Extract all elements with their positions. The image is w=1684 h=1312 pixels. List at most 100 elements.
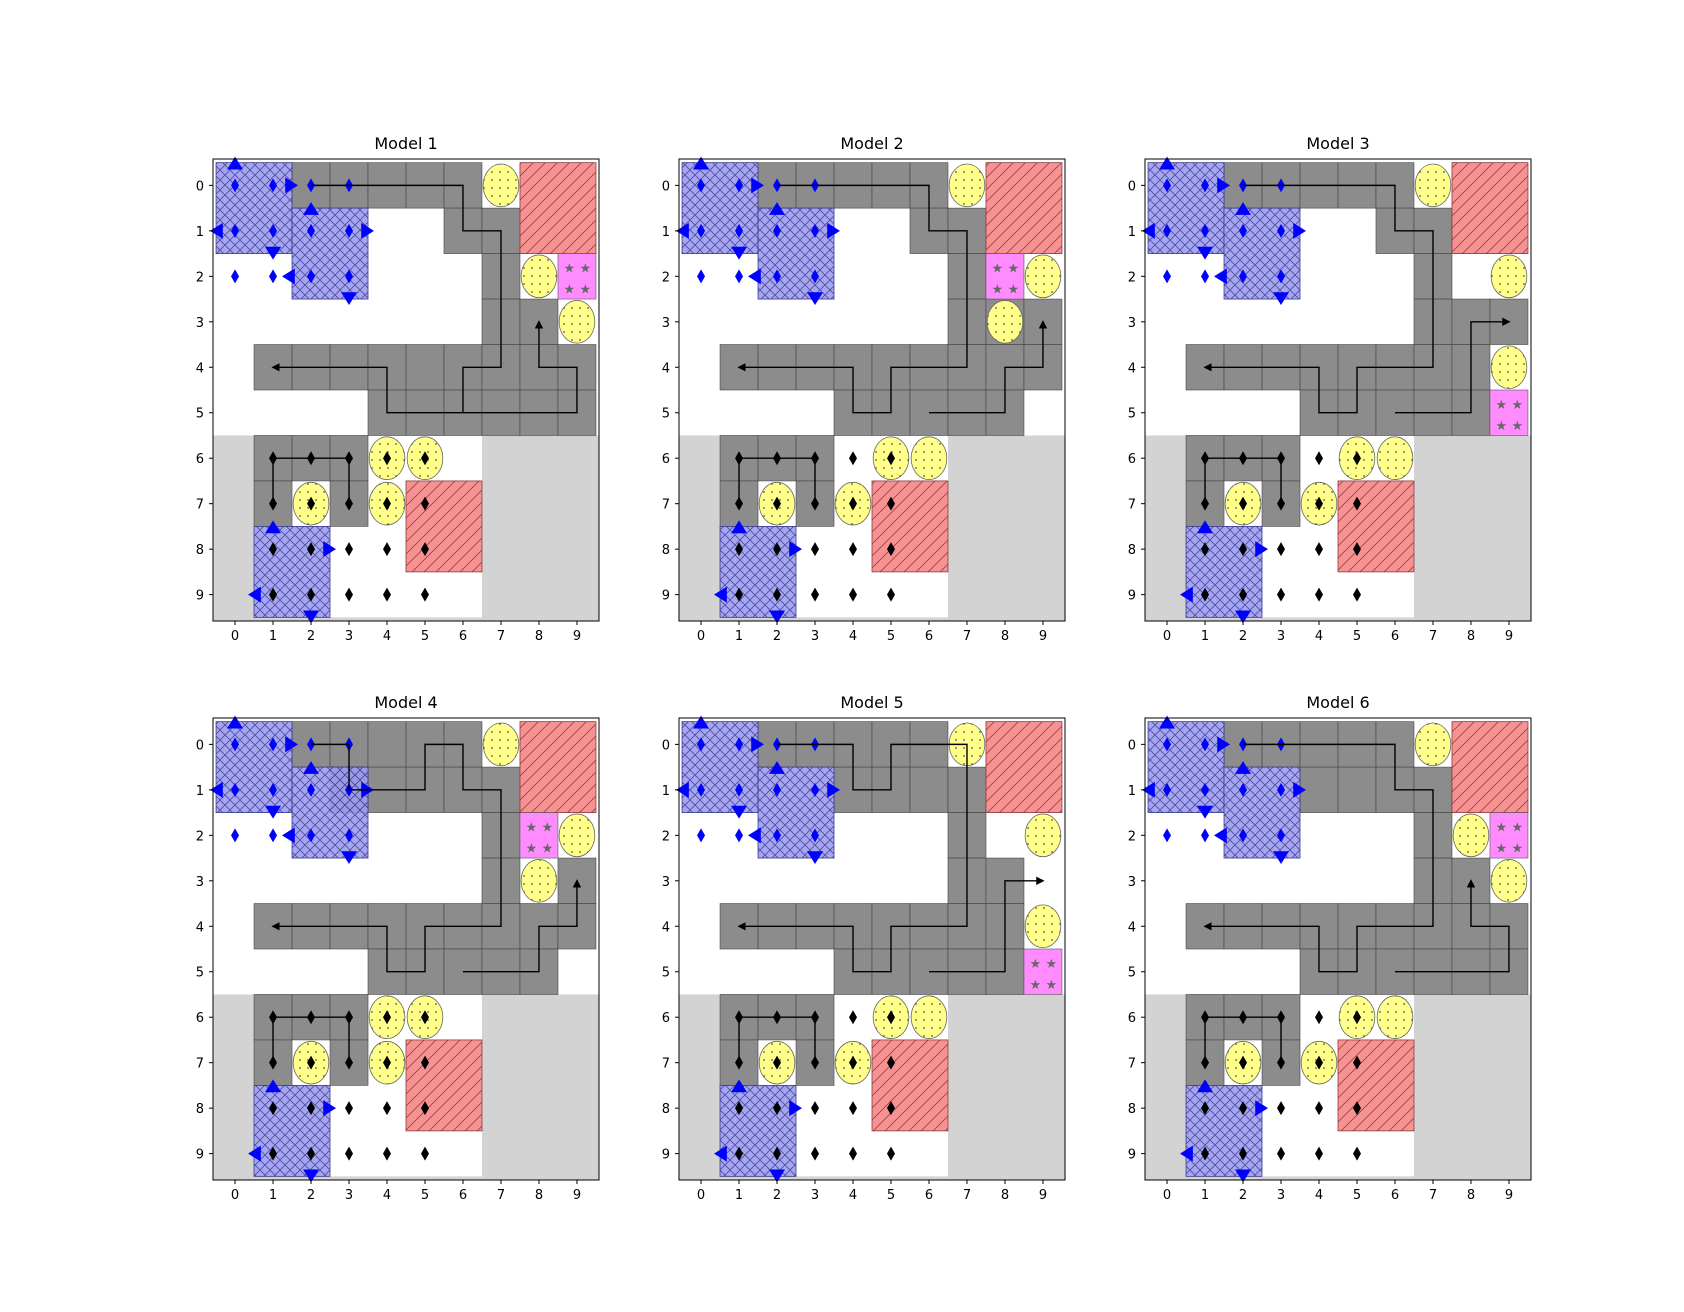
yellow-dotted-circle xyxy=(520,859,558,903)
y-tick-label: 0 xyxy=(662,738,670,753)
blue-left-triangle xyxy=(676,781,689,798)
x-tick-label: 0 xyxy=(231,629,239,644)
x-tick-label: 7 xyxy=(963,629,971,644)
blue-down-triangle xyxy=(769,610,786,624)
black-diamond-marker xyxy=(1315,542,1324,557)
x-tick-label: 4 xyxy=(849,1188,857,1203)
blue-up-triangle xyxy=(769,202,786,215)
star-icon: ★ xyxy=(992,262,1004,277)
x-tick-label: 9 xyxy=(573,1188,581,1203)
black-diamond-marker xyxy=(773,1146,782,1161)
black-diamond-marker xyxy=(1201,587,1210,602)
star-icon: ★ xyxy=(1496,398,1508,413)
yellow-dotted-circle xyxy=(1024,254,1062,299)
blue-diamond-marker xyxy=(269,223,278,238)
blue-diamond-marker xyxy=(269,269,278,284)
agent-path xyxy=(462,879,582,973)
black-diamond-marker xyxy=(849,1101,858,1116)
blue-down-triangle xyxy=(807,851,824,865)
x-tick-label: 3 xyxy=(1277,1188,1285,1203)
agent-path xyxy=(1204,457,1282,504)
blue-left-triangle xyxy=(210,781,223,798)
blue-diamond-marker xyxy=(773,223,782,238)
panel-title: Model 3 xyxy=(1306,134,1369,153)
blue-hatched-region xyxy=(757,207,835,300)
star-icon: ★ xyxy=(579,283,591,298)
blue-diamond-marker xyxy=(735,269,744,284)
black-diamond-marker xyxy=(1352,542,1361,557)
yellow-dotted-circle xyxy=(558,813,596,858)
yellow-dotted-circle xyxy=(1490,859,1528,903)
black-diamond-marker xyxy=(1239,496,1248,511)
x-tick-label: 5 xyxy=(1353,629,1361,644)
black-diamond-marker xyxy=(886,451,895,466)
blue-diamond-marker xyxy=(811,828,820,843)
red-hatched-region xyxy=(1337,480,1415,573)
black-diamond-marker xyxy=(886,542,895,557)
panel-title: Model 2 xyxy=(840,134,903,153)
blue-down-triangle xyxy=(341,292,358,306)
blue-right-triangle xyxy=(1217,177,1231,194)
x-tick-label: 9 xyxy=(1039,629,1047,644)
star-icon: ★ xyxy=(579,262,591,277)
blue-up-triangle xyxy=(265,1079,282,1093)
y-tick-label: 8 xyxy=(662,1102,670,1117)
blue-diamond-marker xyxy=(1277,269,1286,284)
black-diamond-marker xyxy=(420,542,429,557)
yellow-dotted-circle xyxy=(482,722,520,767)
blue-right-triangle xyxy=(1293,222,1307,239)
black-diamond-marker xyxy=(849,451,858,466)
black-diamond-marker xyxy=(345,1101,354,1116)
blue-diamond-marker xyxy=(269,782,278,797)
blue-diamond-marker xyxy=(735,737,744,752)
blue-down-triangle xyxy=(1197,805,1214,819)
blue-hatched-region xyxy=(291,207,369,300)
blue-up-triangle xyxy=(227,715,244,729)
axes-frame xyxy=(1144,717,1532,1181)
yellow-dotted-circle xyxy=(1452,813,1490,858)
y-tick-label: 3 xyxy=(1128,316,1136,331)
black-diamond-marker xyxy=(886,1101,895,1116)
agent-path xyxy=(738,457,816,504)
blue-left-triangle xyxy=(1180,1145,1193,1162)
blue-diamond-marker xyxy=(231,269,240,284)
red-hatched-region xyxy=(1337,1039,1415,1132)
blue-diamond-marker xyxy=(735,782,744,797)
blue-diamond-marker xyxy=(345,828,354,843)
y-tick-label: 7 xyxy=(196,1057,204,1072)
x-tick-label: 1 xyxy=(735,629,743,644)
blue-diamond-marker xyxy=(1239,223,1248,238)
x-tick-label: 7 xyxy=(963,1188,971,1203)
black-diamond-marker xyxy=(345,542,354,557)
panel-2: Model 2 ★ ★ ★ ★ 0 0 1 1 2 2 3 3 4 4 5 5 6 6 7 7 8 8 9 9 xyxy=(662,134,1066,644)
black-diamond-marker xyxy=(1352,1101,1361,1116)
blue-hatched-region xyxy=(681,162,759,254)
black-diamond-marker xyxy=(1201,542,1210,557)
black-diamond-marker xyxy=(1315,451,1324,466)
blue-diamond-marker xyxy=(1163,178,1172,193)
y-tick-label: 9 xyxy=(662,1148,670,1163)
black-diamond-marker xyxy=(1352,1146,1361,1161)
star-icon: ★ xyxy=(1511,419,1523,434)
x-tick-label: 3 xyxy=(345,629,353,644)
gray-cell xyxy=(367,721,407,768)
x-tick-label: 5 xyxy=(887,1188,895,1203)
y-tick-label: 7 xyxy=(1128,1057,1136,1072)
black-diamond-marker xyxy=(886,496,895,511)
x-tick-label: 0 xyxy=(697,1188,705,1203)
blue-diamond-marker xyxy=(345,269,354,284)
blue-hatched-region xyxy=(719,526,797,618)
yellow-dotted-circle xyxy=(910,995,948,1039)
blue-diamond-marker xyxy=(231,223,240,238)
blue-down-triangle xyxy=(303,1169,320,1183)
y-tick-label: 6 xyxy=(662,452,670,467)
blue-diamond-marker xyxy=(697,737,706,752)
blue-right-triangle xyxy=(323,1100,337,1117)
axes-frame xyxy=(678,158,1066,622)
black-diamond-marker xyxy=(269,1146,278,1161)
x-tick-label: 4 xyxy=(383,629,391,644)
agent-path xyxy=(271,184,502,414)
y-tick-label: 0 xyxy=(1128,179,1136,194)
blue-hatched-region xyxy=(291,766,369,859)
